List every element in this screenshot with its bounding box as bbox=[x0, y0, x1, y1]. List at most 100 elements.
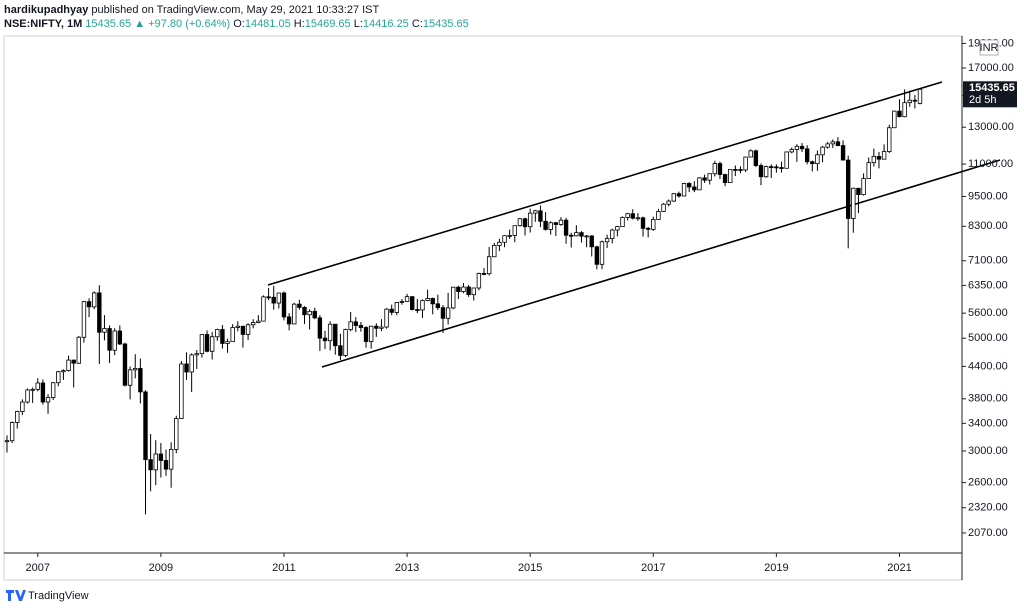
candle-body bbox=[379, 326, 384, 329]
candle-body bbox=[635, 217, 641, 220]
candle-body bbox=[235, 325, 241, 328]
y-tick-label: 8300.00 bbox=[968, 220, 1008, 232]
author: hardikupadhyay bbox=[4, 4, 89, 16]
y-tick-label: 6350.00 bbox=[968, 279, 1008, 291]
candle-body bbox=[189, 354, 194, 373]
candle-body bbox=[630, 213, 635, 219]
candle-body bbox=[897, 110, 902, 118]
candle-body bbox=[912, 99, 918, 102]
candle-body bbox=[394, 301, 400, 313]
candle-body bbox=[153, 453, 158, 471]
brand-logo bbox=[6, 590, 26, 601]
candle-body bbox=[558, 219, 564, 225]
candle-body bbox=[322, 337, 328, 342]
candle-body bbox=[281, 292, 287, 318]
candle-body bbox=[676, 193, 682, 197]
countdown: 2d 5h bbox=[969, 94, 997, 106]
candle-body bbox=[820, 146, 825, 156]
y-tick-label: 17000.00 bbox=[968, 62, 1014, 74]
candle-body bbox=[758, 165, 764, 178]
y-tick-label: 3400.00 bbox=[968, 417, 1008, 429]
candle-body bbox=[753, 150, 759, 166]
candle-body bbox=[569, 234, 574, 237]
candle-body bbox=[353, 321, 358, 326]
candle-body bbox=[512, 225, 517, 236]
y-tick-label: 2600.00 bbox=[968, 476, 1008, 488]
candle-body bbox=[789, 149, 794, 153]
candle-body bbox=[579, 232, 584, 237]
y-tick-label: 2320.00 bbox=[968, 502, 1008, 514]
open-label: O: bbox=[233, 18, 245, 30]
candle-body bbox=[481, 273, 487, 275]
candle-body bbox=[840, 145, 846, 161]
candle-body bbox=[456, 286, 461, 292]
currency: INR bbox=[980, 42, 999, 54]
candle-body bbox=[604, 238, 610, 243]
candle-body bbox=[543, 220, 548, 230]
candle-body bbox=[163, 460, 169, 470]
candle-body bbox=[887, 127, 892, 152]
candle-body bbox=[358, 325, 364, 328]
candle-body bbox=[661, 203, 666, 212]
candle-body bbox=[502, 235, 507, 243]
y-tick-label: 9500.00 bbox=[968, 190, 1008, 202]
y-tick-label: 3000.00 bbox=[968, 445, 1008, 457]
candle-body bbox=[645, 227, 651, 230]
candle-body bbox=[681, 183, 687, 197]
candle-body bbox=[461, 286, 466, 292]
candle-body bbox=[466, 286, 471, 296]
candle-body bbox=[143, 391, 148, 461]
candle-body bbox=[410, 296, 415, 310]
candle-body bbox=[717, 163, 723, 175]
candle-body bbox=[261, 296, 266, 322]
y-tick-label: 5600.00 bbox=[968, 307, 1008, 319]
candle-body bbox=[774, 166, 779, 169]
high-value: 15469.65 bbox=[305, 18, 351, 30]
candle-body bbox=[876, 156, 882, 160]
candle-body bbox=[245, 324, 251, 335]
x-tick-label: 2019 bbox=[764, 562, 788, 574]
candle-body bbox=[507, 234, 512, 237]
candle-body bbox=[81, 301, 87, 338]
candle-body bbox=[122, 343, 128, 386]
candle-body bbox=[327, 323, 333, 342]
candle-body bbox=[240, 325, 246, 335]
candle-body bbox=[892, 110, 897, 129]
candle-body bbox=[4, 440, 10, 443]
candle-body bbox=[769, 166, 774, 168]
candle-body bbox=[199, 334, 205, 355]
candle-body bbox=[9, 422, 15, 442]
y-tick-label: 3800.00 bbox=[968, 393, 1008, 405]
candle-body bbox=[763, 166, 769, 178]
candle-body bbox=[399, 301, 405, 303]
candle-body bbox=[574, 232, 579, 237]
candle-body bbox=[640, 217, 646, 229]
x-tick-label: 2017 bbox=[641, 562, 665, 574]
candle-body bbox=[584, 235, 589, 238]
candle-body bbox=[307, 310, 312, 316]
last-price: 15435.65 bbox=[85, 18, 131, 30]
candle-body bbox=[333, 323, 338, 347]
candle-body bbox=[158, 453, 164, 461]
candle-body bbox=[368, 325, 374, 342]
candle-body bbox=[866, 162, 871, 179]
y-tick-label: 5000.00 bbox=[968, 332, 1008, 344]
candle-body bbox=[338, 345, 343, 356]
candle-body bbox=[66, 359, 71, 371]
candle-body bbox=[107, 328, 112, 351]
candle-body bbox=[845, 159, 851, 219]
candle-body bbox=[445, 307, 451, 319]
candle-body bbox=[312, 310, 317, 319]
candle-body bbox=[92, 292, 97, 308]
candle-body bbox=[292, 303, 297, 325]
candle-body bbox=[492, 245, 497, 258]
candle-body bbox=[548, 222, 553, 230]
y-tick-label: 4400.00 bbox=[968, 360, 1008, 372]
candle-body bbox=[615, 226, 620, 231]
candle-body bbox=[738, 169, 743, 171]
last-price-tag bbox=[963, 81, 1017, 108]
candle-body bbox=[20, 401, 25, 412]
candle-body bbox=[112, 330, 117, 351]
candle-body bbox=[517, 218, 523, 227]
